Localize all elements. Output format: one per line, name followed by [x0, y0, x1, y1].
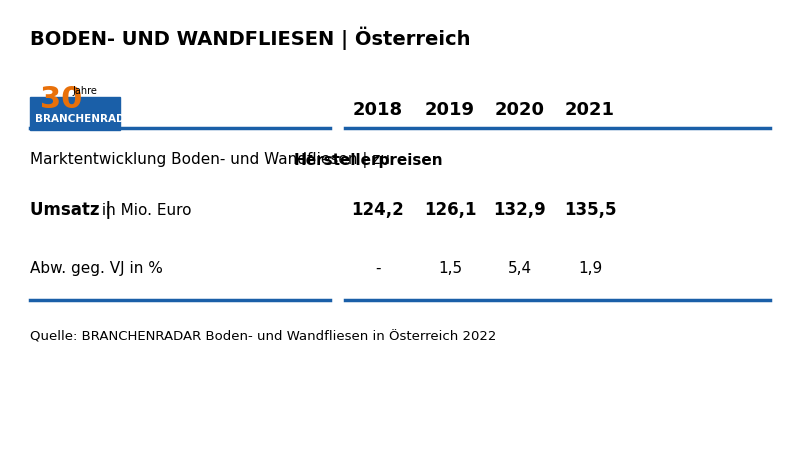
Text: 2020: 2020: [495, 101, 545, 119]
Text: Marktentwicklung Boden- und Wandfliesen | zu: Marktentwicklung Boden- und Wandfliesen …: [30, 152, 395, 168]
Text: 2021: 2021: [565, 101, 615, 119]
Text: Quelle: BRANCHENRADAR Boden- und Wandfliesen in Österreich 2022: Quelle: BRANCHENRADAR Boden- und Wandfli…: [30, 330, 496, 343]
Text: 1,9: 1,9: [578, 261, 602, 275]
Bar: [30, 97, 120, 130]
Text: 2019: 2019: [425, 101, 475, 119]
Text: 1,5: 1,5: [438, 261, 462, 275]
Text: -: -: [375, 261, 381, 275]
Text: Umsatz |: Umsatz |: [30, 201, 111, 219]
Text: in Mio. Euro: in Mio. Euro: [97, 202, 191, 218]
Text: Abw. geg. VJ in %: Abw. geg. VJ in %: [30, 261, 163, 275]
Text: 135,5: 135,5: [564, 201, 616, 219]
Text: 126,1: 126,1: [424, 201, 476, 219]
Text: 2018: 2018: [353, 101, 403, 119]
Text: BRANCHENRADAR: BRANCHENRADAR: [35, 114, 141, 124]
Text: 30: 30: [40, 85, 82, 114]
Text: 5,4: 5,4: [508, 261, 532, 275]
Text: Jahre: Jahre: [72, 86, 97, 96]
Text: 132,9: 132,9: [494, 201, 546, 219]
Text: Herstellerpreisen: Herstellerpreisen: [294, 152, 443, 168]
Text: 124,2: 124,2: [352, 201, 404, 219]
Text: BODEN- UND WANDFLIESEN | Österreich: BODEN- UND WANDFLIESEN | Österreich: [30, 26, 470, 50]
